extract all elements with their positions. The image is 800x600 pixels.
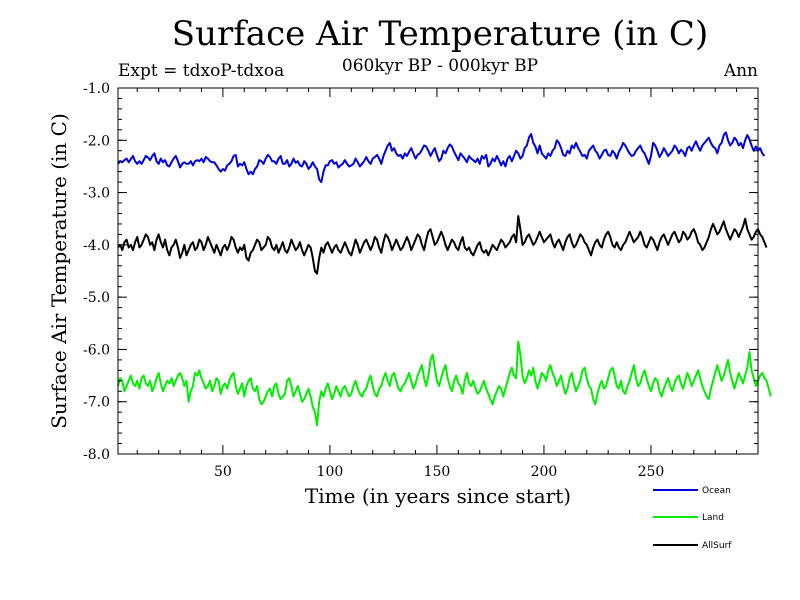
series-line-allsurf [117,215,768,275]
x-tick-label: 100 [317,464,344,480]
legend: Ocean Land AllSurf [653,486,732,551]
y-tick-label: -8.0 [83,447,110,463]
y-tick-label: -2.0 [83,133,110,149]
experiment-label: Expt = tdxoP-tdxoa [118,61,285,81]
x-tick-label: 150 [424,464,451,480]
y-tick-label: -1.0 [83,81,110,97]
season-label: Ann [723,61,758,81]
plot-frame [117,87,759,455]
chart-title: Surface Air Temperature (in C) [171,14,709,54]
x-tick-label: 250 [638,464,665,480]
x-axis-label: Time (in years since start) [305,484,571,508]
series-line-ocean [117,131,766,184]
y-tick-label: -5.0 [83,290,110,306]
y-tick-label: -4.0 [83,238,110,254]
plot-area: -8.0 -7.0 -6.0 -5.0 -4.0 -3.0 -2.0 -1.0 50 100 150… [83,81,772,480]
y-tick-label: -6.0 [83,342,110,358]
x-tick-label: 200 [531,464,558,480]
y-axis-label: Surface Air Temperature (in C) [47,113,71,429]
x-tick-label: 50 [214,464,232,480]
series-line-land [117,340,772,427]
legend-label-land: Land [702,513,724,523]
y-tick-label: -7.0 [83,395,110,411]
chart-subtitle: 060kyr BP - 000kyr BP [341,56,539,76]
y-tick-label: -3.0 [83,186,110,202]
legend-label-ocean: Ocean [702,486,731,496]
legend-label-allsurf: AllSurf [702,541,732,551]
